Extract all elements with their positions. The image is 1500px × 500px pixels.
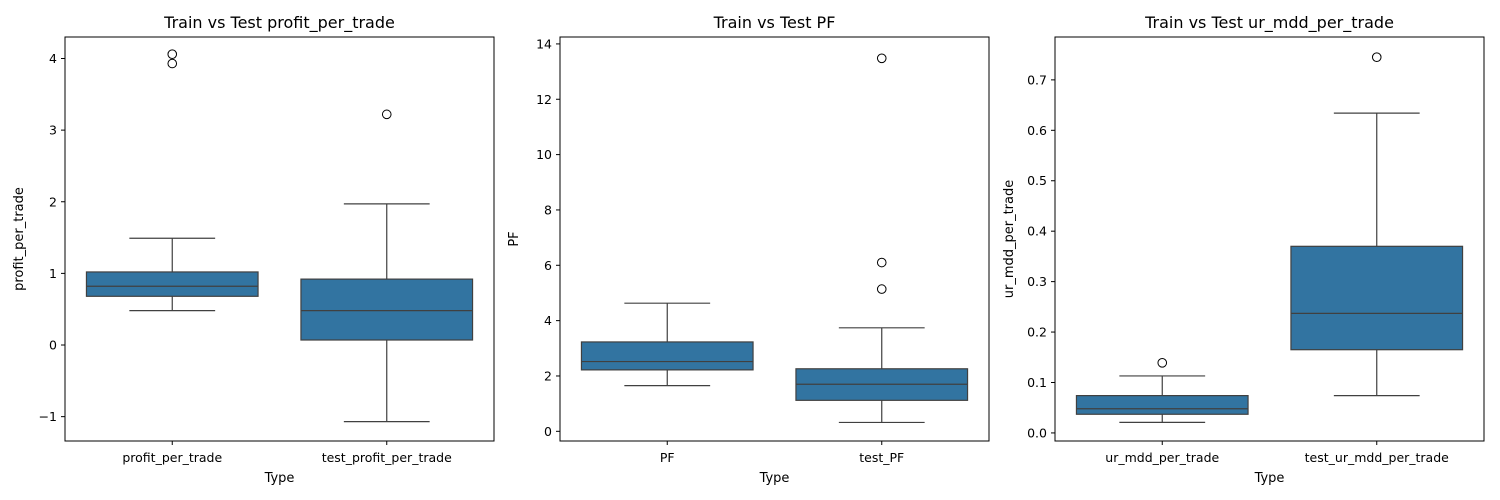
y-tick-label: 0.7 bbox=[1027, 72, 1047, 87]
y-tick-label: 3 bbox=[49, 123, 57, 138]
y-tick-label: 12 bbox=[536, 92, 552, 107]
x-axis-label: Type bbox=[1254, 471, 1285, 486]
box-test_PF bbox=[795, 53, 969, 424]
y-tick-label: 0 bbox=[49, 338, 57, 353]
plot-frame bbox=[64, 36, 495, 442]
y-axis-label: PF bbox=[507, 231, 522, 246]
x-tick-label: test_profit_per_trade bbox=[322, 450, 452, 465]
y-tick-label: 0 bbox=[544, 424, 552, 439]
x-tick-label: profit_per_trade bbox=[122, 450, 222, 465]
plot-frame bbox=[1054, 36, 1485, 442]
y-tick-label: 2 bbox=[544, 368, 552, 383]
y-tick-label: 8 bbox=[544, 202, 552, 217]
x-axis-label: Type bbox=[759, 471, 790, 486]
y-tick-label: 0.0 bbox=[1027, 425, 1047, 440]
outlier-point bbox=[876, 257, 887, 268]
y-tick-label: 0.3 bbox=[1027, 274, 1047, 289]
outlier-point bbox=[167, 49, 178, 59]
y-tick-label: 1 bbox=[49, 266, 57, 281]
iqr-box bbox=[300, 278, 474, 341]
chart-panel-2: Train vs Test PF 0 2 4 6 8 10 12 14 PF test_PF Type… bbox=[507, 13, 990, 486]
box-PF bbox=[580, 302, 754, 387]
y-tick-label: 4 bbox=[544, 313, 552, 328]
x-tick-label: test_ur_mdd_per_trade bbox=[1305, 450, 1450, 465]
iqr-box bbox=[1290, 245, 1464, 351]
y-tick-label: −1 bbox=[39, 409, 57, 424]
x-tick-label: PF bbox=[660, 450, 675, 465]
x-tick-label: test_PF bbox=[859, 450, 904, 465]
outlier-point bbox=[1371, 52, 1382, 62]
x-tick-label: ur_mdd_per_trade bbox=[1105, 450, 1219, 465]
y-tick-label: 14 bbox=[536, 36, 552, 51]
outlier-point bbox=[167, 58, 178, 69]
iqr-box bbox=[580, 341, 754, 371]
y-tick-label: 10 bbox=[536, 147, 552, 162]
y-tick-label: 0.4 bbox=[1027, 224, 1047, 239]
box-profit_per_trade bbox=[85, 49, 259, 312]
plot-frame bbox=[559, 36, 990, 442]
box-test_ur_mdd_per_trade bbox=[1290, 52, 1464, 397]
y-tick-label: 0.6 bbox=[1027, 123, 1047, 138]
box-test_profit_per_trade bbox=[300, 109, 474, 423]
x-axis-label: Type bbox=[264, 471, 295, 486]
y-axis-label: profit_per_trade bbox=[12, 187, 27, 291]
y-tick-label: 0.5 bbox=[1027, 173, 1047, 188]
box-ur_mdd_per_trade bbox=[1075, 358, 1249, 423]
chart-panel-1: Train vs Test profit_per_trade −1 0 1 2 3 4 pro… bbox=[12, 13, 495, 486]
outlier-point bbox=[381, 109, 392, 120]
y-tick-label: 0.1 bbox=[1027, 375, 1047, 390]
y-tick-label: 6 bbox=[544, 258, 552, 273]
chart-title: Train vs Test profit_per_trade bbox=[163, 13, 395, 33]
outlier-point bbox=[1157, 358, 1168, 368]
y-tick-label: 4 bbox=[49, 51, 57, 66]
y-tick-label: 0.2 bbox=[1027, 325, 1047, 340]
y-axis-label: ur_mdd_per_trade bbox=[1002, 180, 1017, 299]
iqr-box bbox=[85, 271, 259, 297]
iqr-box bbox=[1075, 395, 1249, 415]
chart-title: Train vs Test ur_mdd_per_trade bbox=[1144, 13, 1394, 33]
chart-title: Train vs Test PF bbox=[713, 13, 836, 32]
outlier-point bbox=[876, 53, 887, 64]
y-tick-label: 2 bbox=[49, 194, 57, 209]
chart-panel-3: Train vs Test ur_mdd_per_trade 0.0 0.1 0.2 0… bbox=[1002, 13, 1485, 486]
outlier-point bbox=[876, 284, 887, 294]
